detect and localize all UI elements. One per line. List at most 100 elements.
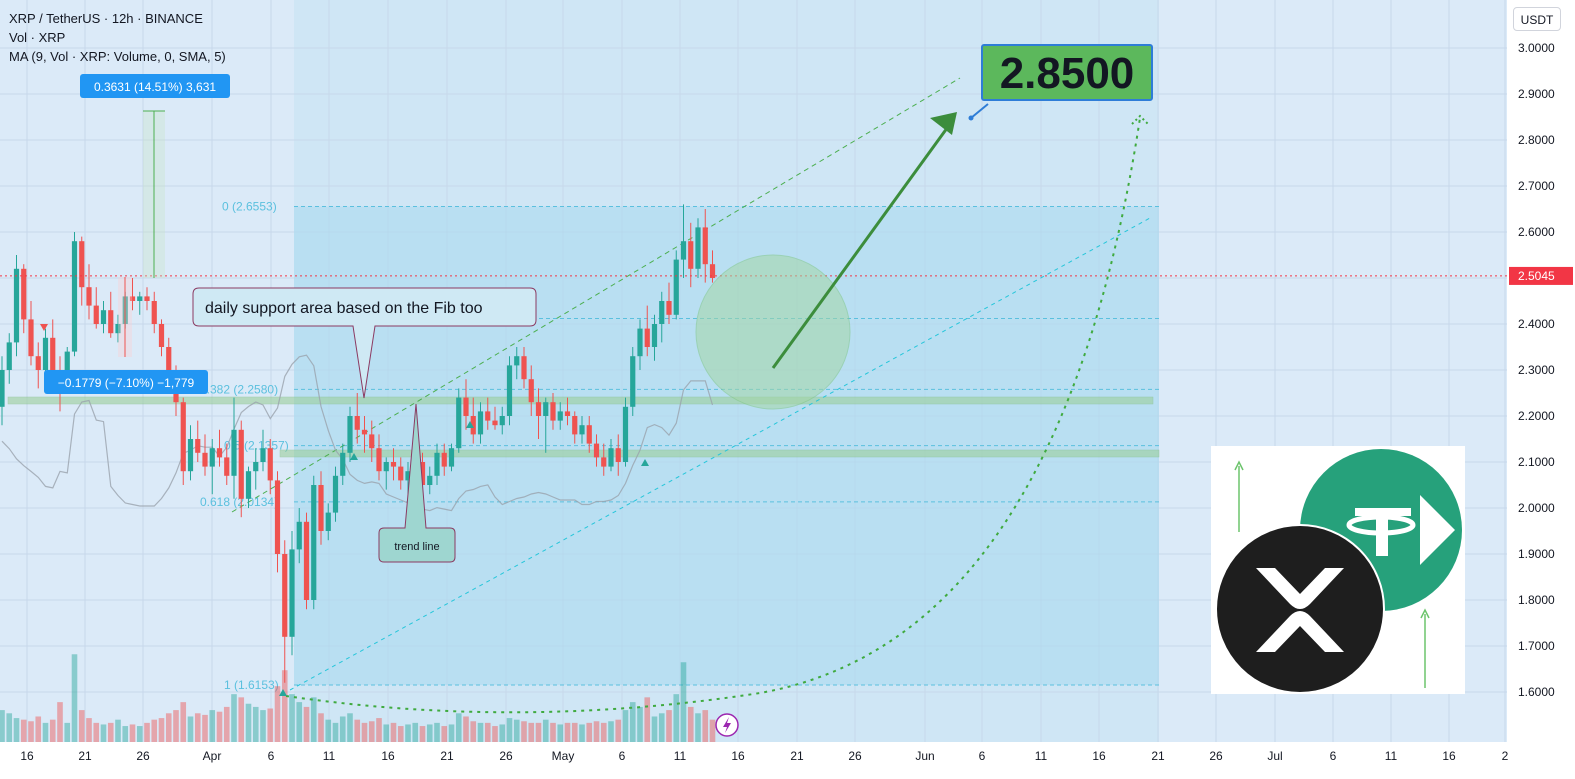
volume-bar [318, 713, 324, 742]
support-note-callout [192, 287, 537, 399]
candle [6, 333, 12, 384]
price-axis-tick: 3.0000 [1518, 41, 1555, 55]
volume-bar [673, 694, 680, 742]
candle-body [311, 485, 317, 600]
volume-bar [194, 713, 201, 742]
candle-body [485, 411, 491, 421]
volume-bar [173, 710, 179, 742]
candle-body [100, 310, 107, 324]
time-axis-tick: 11 [1035, 749, 1048, 763]
candle-body [593, 443, 600, 458]
candle-body [695, 227, 701, 269]
candle-body [231, 429, 237, 476]
volume-bar [223, 706, 230, 742]
volume-bar [209, 710, 216, 742]
volume-bar [100, 724, 107, 742]
price-axis-tick: 2.4000 [1518, 317, 1555, 331]
volume-bar [477, 722, 484, 742]
volume-bar [231, 694, 237, 742]
candle [535, 388, 542, 439]
candles [0, 204, 716, 683]
candle [35, 342, 41, 389]
candle-body [680, 241, 687, 260]
volume-bar [260, 710, 266, 742]
projection-curve-head [1131, 114, 1149, 125]
candle-body [180, 402, 186, 472]
volume-bar [637, 706, 643, 742]
fib-level-label: 0 (2.6553) [222, 200, 277, 214]
candle [586, 416, 592, 453]
volume-bar [310, 697, 317, 742]
ma-indicator-label[interactable]: MA (9, Vol · XRP: Volume, 0, SMA, 5) [9, 49, 226, 64]
signal-marker-up [466, 421, 474, 428]
target-arrow-line [771, 123, 952, 369]
candle [282, 540, 288, 683]
candle [158, 319, 165, 357]
time-axis-tick: 6 [268, 749, 275, 763]
time-axis-tick: 16 [20, 749, 34, 763]
candle [608, 439, 614, 472]
symbol-title[interactable]: XRP / TetherUS · 12h · BINANCE [9, 11, 203, 26]
candle-body [79, 241, 85, 288]
candle-body [6, 342, 12, 370]
candle [376, 434, 382, 481]
candle [550, 393, 556, 430]
time-axis-tick: Jul [1267, 749, 1282, 763]
candle [195, 420, 201, 462]
candle-body [637, 328, 643, 357]
signal-marker-up [279, 689, 287, 696]
candle [383, 457, 389, 490]
candle [390, 448, 397, 481]
volume-bar [115, 719, 121, 742]
support-note-text: daily support area based on the Fib too [205, 300, 483, 317]
candle-body [688, 241, 694, 269]
candle [702, 209, 708, 283]
time-axis-tick: 16 [1442, 749, 1456, 763]
candle-body [376, 448, 382, 472]
volume-bar [651, 716, 658, 742]
volume-indicator-label[interactable]: Vol · XRP [9, 30, 66, 45]
volume-bar [122, 726, 129, 742]
volume-bar [332, 722, 339, 742]
candle [137, 291, 143, 315]
candle [108, 291, 114, 338]
volume-bar [463, 716, 469, 742]
breakout-zone-circle [695, 254, 851, 410]
candle [615, 434, 621, 476]
candle [151, 291, 157, 334]
candle-body [195, 439, 201, 453]
candle-body [550, 402, 556, 421]
target-price-label: 2.8500 [1000, 49, 1135, 98]
candle [354, 393, 360, 444]
candle-body [129, 296, 136, 301]
chart-legend: XRP / TetherUS · 12h · BINANCE Vol · XRP… [9, 9, 226, 66]
volume-bar [390, 722, 397, 742]
volume-bar [35, 716, 42, 742]
volume-bar [593, 721, 600, 742]
candle [680, 204, 687, 278]
time-axis-tick: 11 [1385, 749, 1398, 763]
currency-button[interactable]: USDT [1513, 7, 1561, 31]
trend-channel-upper [231, 77, 961, 513]
volume-bar [13, 718, 20, 742]
candle-body [709, 264, 716, 278]
volume-bar [571, 722, 578, 742]
fib-level-label: 0.382 (2.2580) [200, 382, 278, 396]
volume-bar [521, 721, 527, 742]
volume-bar [586, 722, 593, 742]
candle [477, 402, 484, 444]
volume-bar [397, 726, 404, 742]
volume-bar [20, 719, 27, 742]
candle-body [282, 554, 288, 637]
trend-line-text: trend line [394, 541, 439, 553]
candle-body [557, 411, 563, 421]
candle-body [21, 268, 27, 320]
candle-body [506, 365, 513, 416]
candle [129, 278, 136, 311]
volume-bar [245, 703, 252, 742]
candle-body [209, 448, 215, 467]
candle-body [151, 301, 157, 324]
candle-body [224, 457, 230, 476]
